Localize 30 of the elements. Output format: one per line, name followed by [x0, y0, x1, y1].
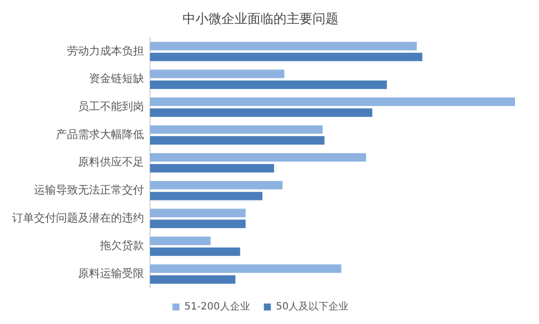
chart-title: 中小微企业面临的主要问题 [182, 11, 338, 28]
y-tick-label: 原料供应不足 [78, 156, 144, 169]
bar [150, 125, 323, 134]
y-tick-label: 劳动力成本负担 [67, 44, 144, 58]
bar [150, 275, 236, 284]
bar [150, 180, 282, 190]
y-tick-label: 拖欠贷款 [99, 239, 144, 252]
y-tick-label: 产品需求大幅降低 [56, 128, 144, 141]
bar [150, 208, 246, 218]
bar [150, 136, 324, 145]
bar [150, 52, 422, 62]
legend-label: 50人及以下企业 [276, 300, 349, 313]
bar [150, 192, 262, 200]
bar [150, 80, 387, 89]
bar [150, 236, 211, 246]
bar [150, 108, 372, 117]
bar [150, 42, 417, 50]
legend-label: 51-200人企业 [184, 300, 250, 313]
y-tick-label: 运输导致无法正常交付 [34, 183, 144, 196]
y-tick-label: 原料运输受限 [78, 266, 144, 280]
y-tick-label: 员工不能到岗 [78, 100, 144, 114]
bar [150, 164, 274, 172]
y-tick-label: 资金链短缺 [89, 72, 144, 86]
bar [150, 70, 284, 78]
y-tick-label: 订单交付问题及潜在的违约 [12, 211, 144, 224]
bar [150, 153, 366, 162]
bar [150, 247, 240, 256]
bar [150, 264, 342, 273]
bar [150, 98, 515, 106]
bar [150, 220, 246, 228]
